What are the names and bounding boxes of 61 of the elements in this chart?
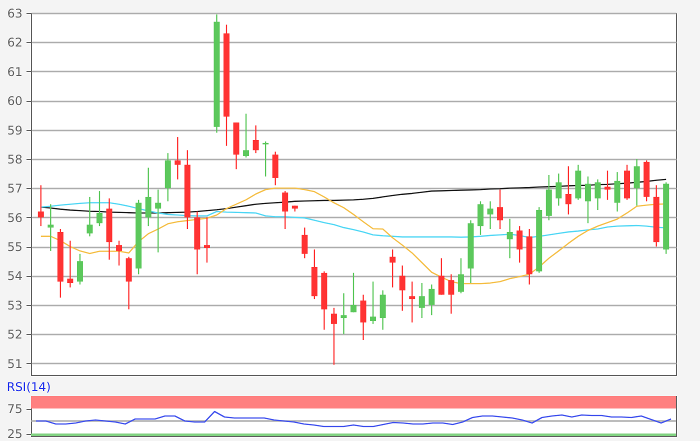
- y-tick-label: 53: [7, 298, 22, 312]
- y-tick-label: 52: [7, 328, 22, 342]
- candlestick: [516, 226, 523, 264]
- candlestick: [116, 240, 122, 266]
- y-tick-label: 55: [7, 240, 22, 254]
- candlestick: [634, 158, 640, 206]
- candlestick: [458, 258, 464, 294]
- candlestick: [565, 166, 572, 216]
- candlestick: [428, 284, 435, 316]
- candlestick: [584, 176, 591, 224]
- y-tick-label: 63: [7, 6, 22, 20]
- candlestick: [438, 258, 444, 296]
- y-tick-label: 57: [7, 182, 22, 196]
- candlestick: [302, 226, 308, 259]
- line-series: [35, 410, 672, 428]
- candlestick: [418, 282, 425, 319]
- candlestick: [390, 248, 396, 288]
- candlestick: [67, 240, 74, 288]
- y-tick-label: 51: [7, 356, 22, 371]
- y-tick-label: 54: [7, 269, 22, 284]
- candlestick: [155, 189, 162, 253]
- candlestick: [350, 272, 356, 313]
- candlestick: [204, 216, 210, 264]
- candlestick: [594, 178, 601, 211]
- y-tick-label: 75: [7, 402, 22, 416]
- candlestick: [497, 189, 504, 230]
- candlestick: [360, 294, 366, 341]
- candlestick: [380, 290, 386, 330]
- y-tick-label: 62: [7, 36, 22, 50]
- candlestick: [614, 172, 620, 212]
- y-tick-label: 56: [7, 210, 22, 225]
- candlestick: [478, 200, 484, 236]
- candlestick: [86, 196, 93, 237]
- candlestick: [272, 151, 278, 186]
- candlestick: [399, 264, 406, 312]
- y-tick-label: 25: [7, 427, 22, 441]
- candlestick: [262, 140, 269, 178]
- candlestick: [96, 190, 102, 227]
- candlestick: [282, 190, 288, 230]
- candlestick: [556, 172, 562, 206]
- candlestick: [330, 307, 337, 366]
- candlestick: [174, 136, 181, 180]
- y-tick-label: 61: [7, 64, 22, 79]
- candlestick: [252, 124, 259, 154]
- candlestick: [126, 256, 132, 310]
- candlestick: [243, 113, 250, 158]
- candlestick: [448, 274, 454, 314]
- candlestick: [340, 292, 347, 335]
- candlestick: [409, 280, 416, 324]
- candlestick: [76, 253, 83, 286]
- y-tick-label: 59: [7, 123, 22, 138]
- y-tick-label: 58: [7, 152, 22, 166]
- candlestick: [487, 200, 494, 230]
- candlestick: [370, 280, 376, 325]
- chart-title: RSI(14): [6, 380, 51, 394]
- candlestick: [38, 184, 44, 227]
- candlestick: [145, 167, 152, 227]
- candlestick: [48, 204, 54, 252]
- candlestick: [604, 170, 610, 200]
- candlestick: [506, 218, 513, 259]
- y-tick-label: 60: [7, 94, 22, 108]
